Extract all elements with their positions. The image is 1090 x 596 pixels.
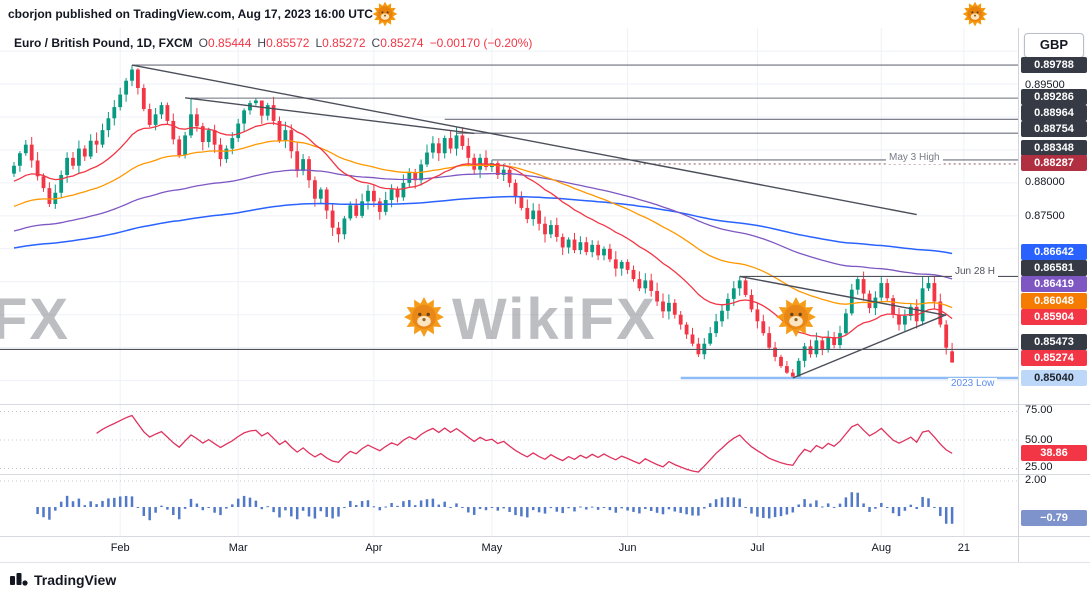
axis-tick-label: 0.89500: [1025, 79, 1065, 91]
time-axis-label: Aug: [871, 542, 892, 554]
time-axis-label: May: [481, 542, 503, 554]
chart-annotation: May 3 High: [886, 152, 943, 164]
legend-ohlc-key: O: [198, 36, 209, 50]
symbol-legend: Euro / British Pound, 1D, FXCM O0.85444 H0…: [14, 36, 532, 50]
currency-toggle-button[interactable]: GBP: [1024, 33, 1084, 58]
legend-ohlc-value: 0.85272: [322, 36, 366, 50]
time-axis-label: Jul: [750, 542, 765, 554]
price-axis: GBP 0.89500 0.88000 0.87500 75.00 50.00 25.00…: [1019, 28, 1090, 562]
footer-bar: TradingView: [0, 562, 1090, 596]
legend-symbol: Euro / British Pound, 1D, FXCM: [14, 36, 193, 50]
time-axis: Feb Mar Apr May Jun Jul Aug 21: [0, 536, 1018, 562]
pane-separator: [0, 474, 1090, 475]
price-badge: 0.86581: [1021, 260, 1087, 276]
tradingview-logo-text[interactable]: TradingView: [34, 571, 117, 588]
chart-annotation: 2023 Low: [948, 378, 998, 390]
chart-area: FX WikiFX Euro / British Pound, 1D, FXCM…: [0, 28, 1090, 562]
price-badge: 0.88754: [1021, 121, 1087, 137]
price-badge: 0.88964: [1021, 105, 1087, 121]
price-badge: 0.88348: [1021, 140, 1087, 156]
wikifx-lion-icon: [962, 1, 988, 27]
price-badge: 0.86048: [1021, 293, 1087, 309]
price-badge: 38.86: [1021, 445, 1087, 461]
axis-tick-label: 0.87500: [1025, 210, 1065, 222]
time-axis-label: Mar: [228, 542, 248, 554]
legend-ohlc-value: 0.85444: [208, 36, 252, 50]
pane-separator: [0, 404, 1090, 405]
publisher-bar: cborjon published on TradingView.com, Au…: [0, 0, 1090, 28]
time-axis-label: Jun: [618, 542, 637, 554]
price-badge: −0.79: [1021, 510, 1087, 526]
legend-ohlc-key: L: [315, 36, 323, 50]
price-badge: 0.85274: [1021, 350, 1087, 366]
price-badge: 0.89286: [1021, 89, 1087, 105]
axis-tick-label: 0.88000: [1025, 176, 1065, 188]
pane-separator: [0, 536, 1090, 537]
price-badge: 0.86642: [1021, 244, 1087, 260]
time-axis-label: Feb: [110, 542, 130, 554]
price-badge: 0.85904: [1021, 309, 1087, 325]
price-badge: 0.86419: [1021, 276, 1087, 292]
legend-ohlc-key: C: [371, 36, 381, 50]
time-axis-label: 21: [957, 542, 971, 554]
price-badge: 0.85040: [1021, 370, 1087, 386]
wikifx-lion-icon: [372, 1, 398, 27]
legend-ohlc-value: 0.85274: [380, 36, 424, 50]
price-badge: 0.85473: [1021, 334, 1087, 350]
price-badge: 0.89788: [1021, 57, 1087, 73]
publisher-text: cborjon published on TradingView.com, Au…: [8, 7, 373, 21]
axis-tick-label: 75.00: [1025, 404, 1053, 416]
legend-ohlc-key: H: [257, 36, 267, 50]
tradingview-logo-icon: [10, 572, 28, 586]
axis-tick-label: 25.00: [1025, 461, 1053, 473]
legend-change: −0.00170 (−0.20%): [429, 36, 533, 50]
time-axis-label: Apr: [365, 542, 383, 554]
axis-tick-label: 50.00: [1025, 434, 1053, 446]
chart-annotation: Jun 28 H: [952, 266, 999, 278]
chart-canvas: [0, 28, 1018, 536]
price-axis-border: [1018, 28, 1019, 562]
axis-tick-label: 2.00: [1025, 474, 1047, 486]
price-badge: 0.88287: [1021, 155, 1087, 171]
legend-ohlc-value: 0.85572: [266, 36, 310, 50]
